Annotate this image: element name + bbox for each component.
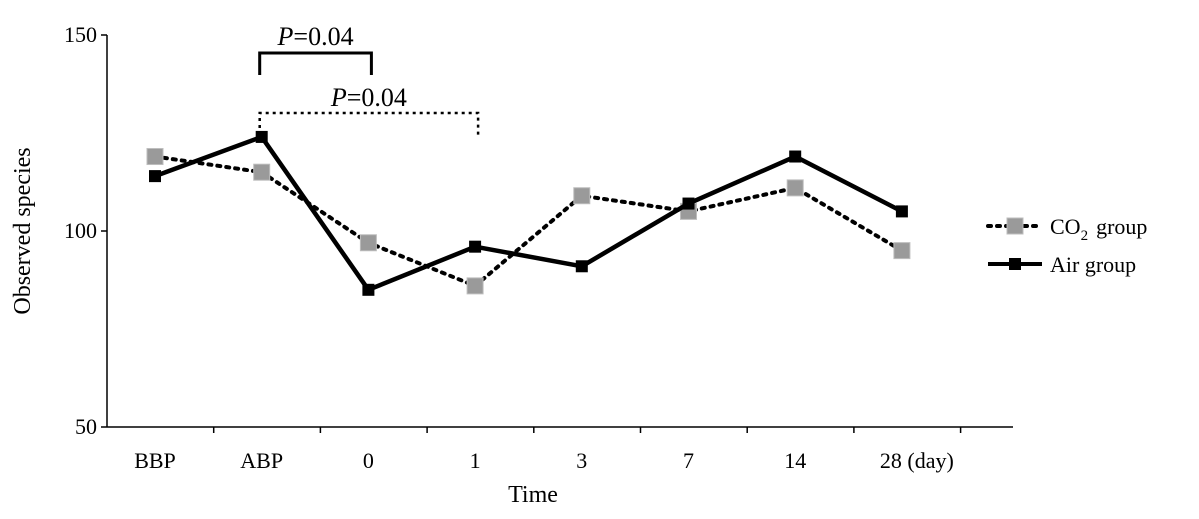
- p-symbol: P: [330, 83, 347, 112]
- series-line: [154, 134, 903, 293]
- x-tick-label: 1: [470, 448, 481, 473]
- axes: [101, 34, 1013, 433]
- series-co2-group: [146, 148, 911, 295]
- legend-item: Air group: [988, 252, 1136, 277]
- data-point: [789, 150, 802, 163]
- legend-marker: [1009, 258, 1021, 270]
- data-point: [149, 170, 161, 183]
- data-point: [362, 283, 375, 296]
- y-tick-label: 100: [64, 218, 97, 243]
- legend-item: CO2 group: [986, 214, 1147, 244]
- legend-label-main: CO: [1050, 214, 1081, 239]
- legend-label-rest: group: [1096, 214, 1147, 239]
- y-axis-title: Observed species: [10, 147, 36, 314]
- data-point: [893, 242, 911, 260]
- x-tick-label: 0: [363, 448, 374, 473]
- tick-labels: 150 100 50 BBP ABP 0 1 3 7 14 28 (day) Time Observed…: [10, 22, 954, 508]
- series-line: [153, 154, 904, 288]
- data-point: [786, 179, 804, 197]
- significance-annotations: P=0.04P=0.04: [258, 22, 480, 135]
- data-point: [682, 197, 695, 210]
- significance-bracket: [258, 51, 373, 75]
- x-tick-label: 28 (day): [880, 448, 954, 473]
- p-symbol: P: [277, 22, 294, 51]
- significance-label: P=0.04: [277, 22, 354, 51]
- data-point: [895, 205, 908, 218]
- x-tick-label: 3: [576, 448, 587, 473]
- series-air-group: [149, 130, 908, 296]
- legend-label: CO2 group: [1050, 214, 1147, 244]
- significance-bracket: [258, 111, 480, 135]
- data-point: [146, 148, 164, 166]
- legend-marker: [1006, 217, 1024, 235]
- y-tick-label: 150: [64, 22, 97, 47]
- x-axis-title: Time: [508, 482, 558, 508]
- data-point: [255, 130, 268, 143]
- significance-label: P=0.04: [330, 83, 407, 112]
- x-tick-label: 14: [784, 448, 806, 473]
- data-point: [469, 240, 482, 253]
- x-tick-label: BBP: [134, 448, 176, 473]
- legend-label-sub: 2: [1081, 228, 1089, 244]
- legend-label: Air group: [1050, 252, 1136, 277]
- series-layer: [146, 130, 911, 296]
- data-point: [575, 260, 588, 273]
- y-tick-label: 50: [75, 414, 97, 439]
- data-point: [253, 163, 271, 181]
- p-value: =0.04: [347, 83, 407, 112]
- data-point: [359, 234, 377, 252]
- x-tick-label: 7: [683, 448, 694, 473]
- legend: CO2 group Air group: [986, 214, 1147, 277]
- p-value: =0.04: [293, 22, 353, 51]
- data-point: [573, 187, 591, 205]
- data-point: [466, 277, 484, 295]
- x-tick-label: ABP: [240, 448, 283, 473]
